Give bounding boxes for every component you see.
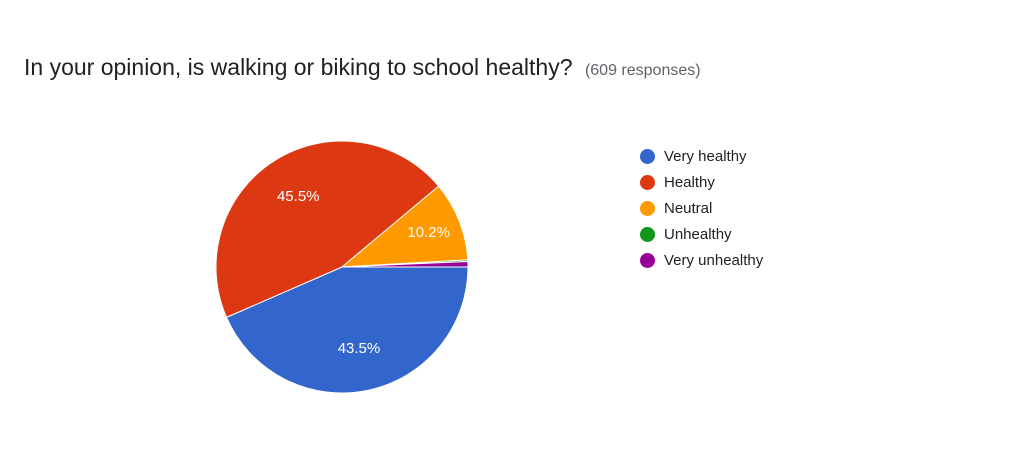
chart-legend: Very healthy Healthy Neutral Unhealthy Very … <box>640 143 763 273</box>
legend-label: Very unhealthy <box>664 251 764 269</box>
legend-item-very-unhealthy[interactable]: Very unhealthy <box>640 247 763 273</box>
legend-item-healthy[interactable]: Healthy <box>640 169 763 195</box>
legend-label: Very healthy <box>664 147 747 165</box>
legend-swatch <box>640 148 655 164</box>
question-header: In your opinion, is walking or biking to… <box>24 54 701 81</box>
legend-item-unhealthy[interactable]: Unhealthy <box>640 221 763 247</box>
legend-item-neutral[interactable]: Neutral <box>640 195 763 221</box>
data-label-neutral: 10.2% <box>407 224 450 241</box>
pie-slice-very-unhealthy[interactable] <box>341 260 469 268</box>
legend-swatch <box>640 226 655 242</box>
pie-chart: 43.5% 45.5% 10.2% <box>215 140 469 394</box>
legend-label: Unhealthy <box>664 225 732 243</box>
legend-swatch <box>640 174 655 190</box>
question-title: In your opinion, is walking or biking to… <box>24 54 573 80</box>
legend-swatch <box>640 200 655 216</box>
response-count: (609 responses) <box>584 62 701 79</box>
legend-swatch <box>640 252 655 268</box>
pie-slice-very-healthy[interactable] <box>225 266 469 394</box>
pie-slice-healthy[interactable] <box>215 140 440 319</box>
data-label-healthy: 45.5% <box>277 188 320 205</box>
legend-item-very-healthy[interactable]: Very healthy <box>640 143 763 169</box>
data-label-very-healthy: 43.5% <box>338 340 381 357</box>
legend-label: Healthy <box>664 173 715 191</box>
legend-label: Neutral <box>664 199 713 217</box>
pie-slice-neutral[interactable] <box>340 185 469 268</box>
